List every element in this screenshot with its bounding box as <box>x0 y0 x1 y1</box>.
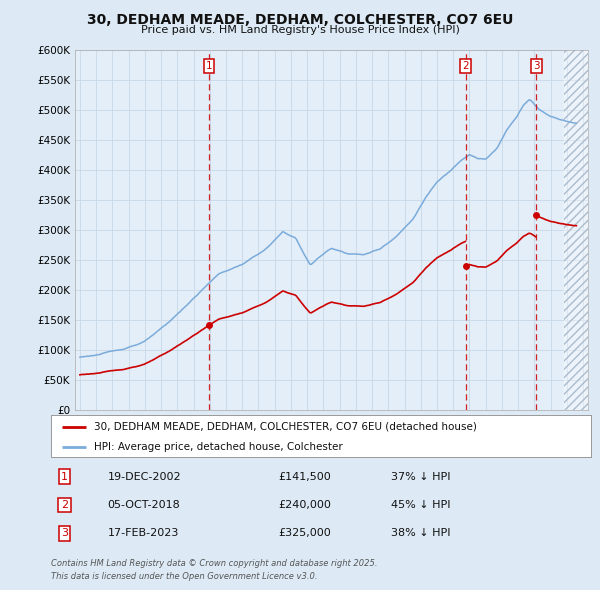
Bar <box>563 50 588 410</box>
Text: £240,000: £240,000 <box>278 500 331 510</box>
Text: 1: 1 <box>206 61 212 71</box>
Text: 05-OCT-2018: 05-OCT-2018 <box>108 500 181 510</box>
Text: HPI: Average price, detached house, Colchester: HPI: Average price, detached house, Colc… <box>94 442 343 451</box>
Text: 38% ↓ HPI: 38% ↓ HPI <box>391 529 451 538</box>
Text: 3: 3 <box>61 529 68 538</box>
Text: 2: 2 <box>462 61 469 71</box>
Text: 30, DEDHAM MEADE, DEDHAM, COLCHESTER, CO7 6EU: 30, DEDHAM MEADE, DEDHAM, COLCHESTER, CO… <box>87 13 513 27</box>
Text: £325,000: £325,000 <box>278 529 331 538</box>
Text: This data is licensed under the Open Government Licence v3.0.: This data is licensed under the Open Gov… <box>51 572 317 581</box>
Text: 3: 3 <box>533 61 539 71</box>
Text: 17-FEB-2023: 17-FEB-2023 <box>108 529 179 538</box>
Text: 2: 2 <box>61 500 68 510</box>
Text: 45% ↓ HPI: 45% ↓ HPI <box>391 500 451 510</box>
Text: 19-DEC-2002: 19-DEC-2002 <box>108 471 181 481</box>
Text: 37% ↓ HPI: 37% ↓ HPI <box>391 471 451 481</box>
Text: 30, DEDHAM MEADE, DEDHAM, COLCHESTER, CO7 6EU (detached house): 30, DEDHAM MEADE, DEDHAM, COLCHESTER, CO… <box>94 422 477 432</box>
Text: Contains HM Land Registry data © Crown copyright and database right 2025.: Contains HM Land Registry data © Crown c… <box>51 559 377 568</box>
Text: 1: 1 <box>61 471 68 481</box>
Text: £141,500: £141,500 <box>278 471 331 481</box>
Text: Price paid vs. HM Land Registry's House Price Index (HPI): Price paid vs. HM Land Registry's House … <box>140 25 460 35</box>
